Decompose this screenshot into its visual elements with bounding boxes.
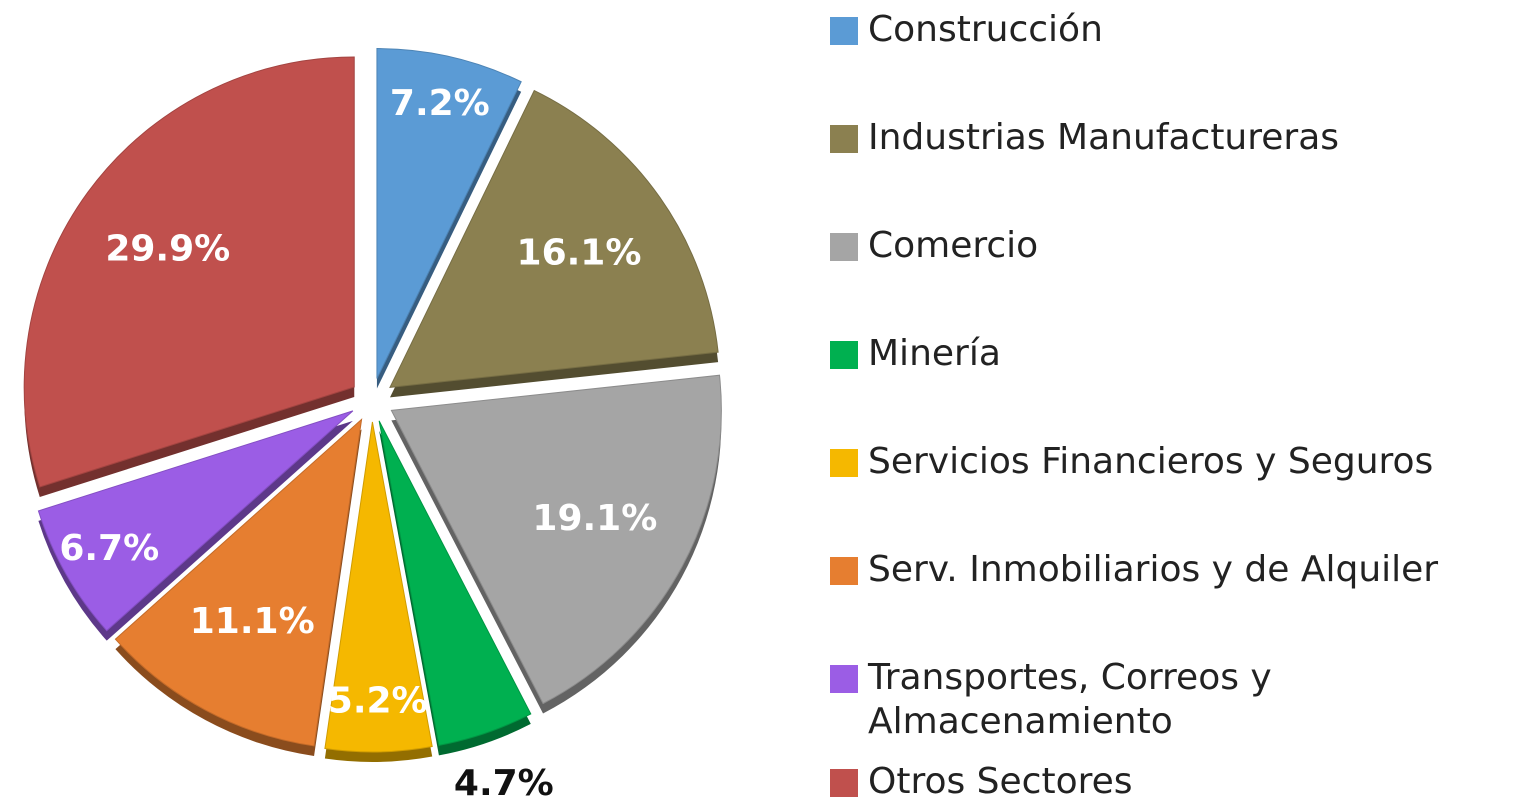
legend-label: Serv. Inmobiliarios y de Alquiler [868, 549, 1439, 590]
chart: 7.2% 16.1% 19.1% 4.7% 5.2% 11.1% 6.7% 29.9% [23, 48, 722, 800]
legend-item: Comercio [830, 224, 1533, 268]
legend-item: Minería [830, 332, 1533, 376]
legend-swatch [830, 665, 858, 693]
legend-label: Industrias Manufactureras [868, 117, 1340, 158]
legend-item: Otros Sectores [830, 760, 1533, 804]
legend-label: Otros Sectores [868, 761, 1133, 802]
legend-item: Construcción [830, 8, 1533, 52]
legend-label: Transportes, Correos y Almacenamiento [868, 657, 1272, 742]
data-label: 19.1% [532, 498, 657, 539]
legend-label: Comercio [868, 225, 1039, 266]
data-label: 11.1% [190, 601, 315, 642]
legend-swatch [830, 233, 858, 261]
legend-swatch [830, 769, 858, 797]
slice [114, 418, 363, 747]
legend-swatch [830, 125, 858, 153]
legend-swatch [830, 449, 858, 477]
data-label: 5.2% [328, 680, 428, 721]
legend-item: Servicios Financieros y Seguros [830, 440, 1533, 484]
slice [37, 410, 354, 632]
legend-swatch [830, 341, 858, 369]
legend-item: Transportes, Correos y Almacenamiento [830, 656, 1533, 744]
data-label: 7.2% [390, 83, 490, 124]
data-label: 16.1% [517, 233, 642, 274]
data-label: 4.7% [454, 763, 554, 800]
slice [376, 48, 522, 379]
legend-label: Construcción [868, 9, 1103, 50]
data-label: 6.7% [59, 528, 159, 569]
legend-swatch [830, 557, 858, 585]
legend-swatch [830, 17, 858, 45]
slice [23, 56, 355, 488]
slice [390, 374, 722, 705]
data-label: 29.9% [105, 229, 230, 270]
legend-label: Servicios Financieros y Seguros [868, 441, 1434, 482]
legend-label: Minería [868, 333, 1001, 374]
slice [324, 421, 433, 753]
slice [378, 420, 532, 746]
legend-item: Serv. Inmobiliarios y de Alquiler [830, 548, 1533, 592]
slice [389, 89, 719, 388]
legend-item: Industrias Manufactureras [830, 116, 1533, 160]
